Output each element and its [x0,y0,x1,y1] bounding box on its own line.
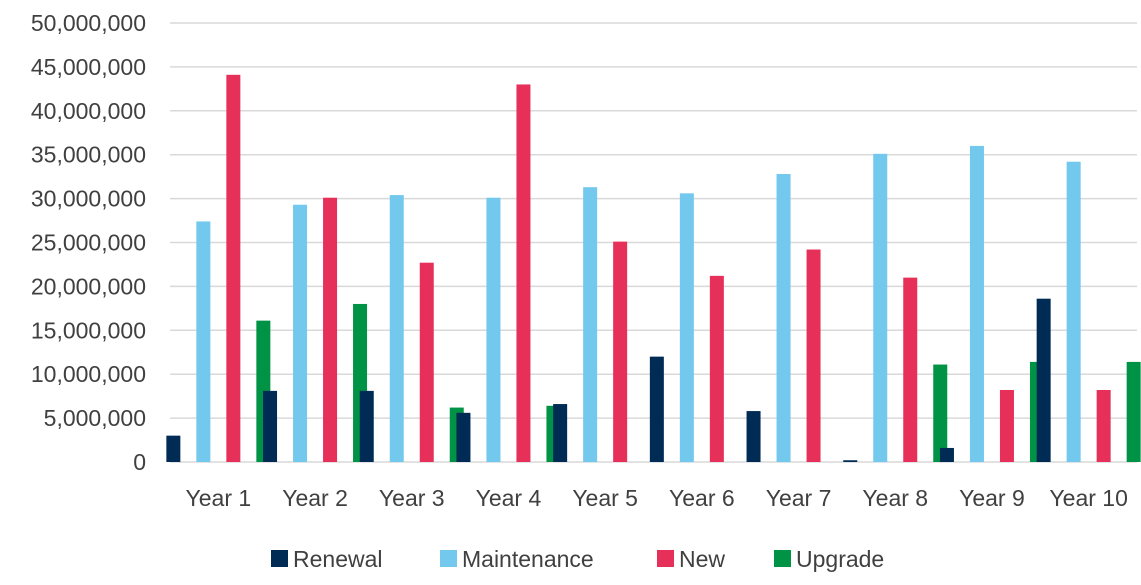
legend-label-upgrade: Upgrade [796,546,884,572]
x-tick-label: Year 3 [379,485,445,511]
bar-new-year-3 [419,262,434,462]
y-tick-label: 20,000,000 [31,273,146,299]
y-tick-label: 10,000,000 [31,361,146,387]
bar-new-year-2 [323,197,338,463]
legend-label-renewal: Renewal [293,546,383,572]
x-tick-label: Year 9 [959,485,1025,511]
y-tick-label: 45,000,000 [31,54,146,80]
bar-maintenance-year-2 [293,204,308,462]
bar-renewal-year-4 [456,412,471,462]
x-tick-label: Year 5 [572,485,638,511]
y-tick-label: 25,000,000 [31,230,146,256]
bar-renewal-year-10 [1036,298,1051,462]
x-tick-label: Year 1 [186,485,252,511]
legend-swatch-renewal [271,550,288,567]
bar-renewal-year-8 [843,460,858,462]
legend-swatch-new [657,550,674,567]
bar-maintenance-year-7 [776,174,791,463]
bar-new-year-9 [999,390,1014,462]
y-tick-label: 50,000,000 [31,10,146,36]
bar-renewal-year-1 [166,435,181,462]
y-tick-label: 15,000,000 [31,317,146,343]
y-tick-label: 40,000,000 [31,98,146,124]
legend-label-new: New [679,546,725,572]
bar-new-year-4 [516,84,531,463]
bar-renewal-year-3 [359,390,374,462]
bar-renewal-year-6 [649,356,664,462]
bar-maintenance-year-9 [969,145,984,463]
legend-swatch-upgrade [774,550,791,567]
bar-maintenance-year-8 [873,153,888,462]
bar-maintenance-year-4 [486,197,501,463]
bars [166,74,1141,463]
x-tick-label: Year 7 [766,485,832,511]
bar-maintenance-year-10 [1066,161,1081,462]
y-tick-label: 35,000,000 [31,142,146,168]
bar-new-year-6 [709,275,724,462]
x-tick-label: Year 2 [282,485,348,511]
bar-maintenance-year-1 [196,221,211,462]
bar-new-year-5 [613,241,628,462]
x-tick-label: Year 10 [1049,485,1127,511]
legend-swatch-maintenance [440,550,457,567]
bar-maintenance-year-3 [389,195,404,462]
x-tick-label: Year 6 [669,485,735,511]
bar-new-year-10 [1096,390,1111,462]
x-tick-label: Year 4 [476,485,542,511]
y-tick-label: 0 [133,449,146,475]
bar-maintenance-year-5 [583,187,598,462]
bar-upgrade-year-10 [1126,361,1141,462]
legend: Renewal Maintenance New Upgrade [271,546,884,572]
bar-maintenance-year-6 [679,193,694,462]
bar-upgrade-year-8 [933,364,948,462]
y-axis-tick-labels: 0 5,000,000 10,000,000 15,000,000 20,000,000… [31,10,146,475]
bar-renewal-year-2 [263,390,278,462]
x-axis-tick-labels: Year 1 Year 2 Year 3 Year 4 Year 5 Year 6 Year… [186,485,1128,511]
bar-renewal-year-5 [553,404,568,462]
bar-new-year-7 [806,249,821,462]
legend-label-maintenance: Maintenance [462,546,594,572]
x-tick-label: Year 8 [862,485,928,511]
bar-renewal-year-7 [746,411,761,462]
bar-new-year-8 [903,277,918,462]
y-tick-label: 5,000,000 [44,405,146,431]
y-tick-label: 30,000,000 [31,186,146,212]
bar-new-year-1 [226,74,241,462]
bar-renewal-year-9 [939,447,954,462]
